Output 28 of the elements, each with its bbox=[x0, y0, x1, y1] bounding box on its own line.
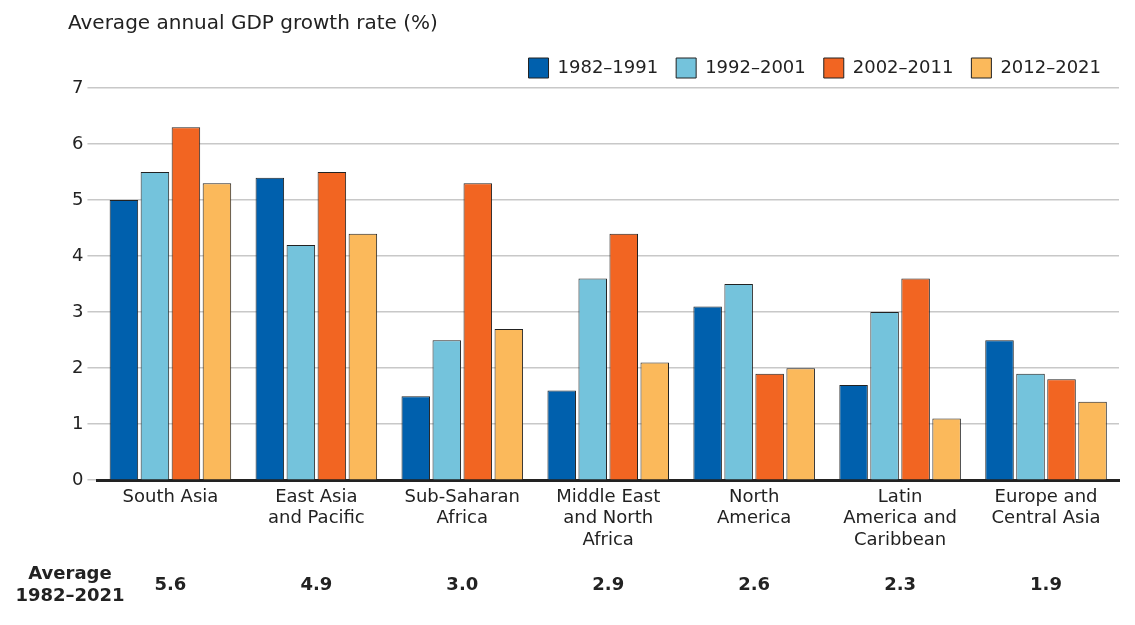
y-tick-label: 5 bbox=[72, 187, 84, 209]
legend-label: 2002–2011 bbox=[852, 55, 954, 77]
text: 4.9 bbox=[300, 572, 333, 594]
y-tick-label: 4 bbox=[72, 243, 84, 265]
x-tick-label: Sub-Saharan Africa bbox=[404, 484, 521, 528]
text: 1.9 bbox=[1030, 572, 1062, 594]
y-tick-label: 7 bbox=[72, 75, 84, 97]
y-tick-label: 6 bbox=[72, 131, 84, 153]
text: 3.0 bbox=[446, 572, 479, 594]
x-tick-label: East Asia and Pacific bbox=[267, 484, 365, 528]
y-tick-label: 1 bbox=[72, 411, 84, 433]
text: 2.9 bbox=[592, 572, 625, 594]
y-tick-label: 0 bbox=[72, 467, 84, 489]
x-tick-label: North America bbox=[717, 484, 792, 528]
legend-label: 1992–2001 bbox=[705, 55, 806, 77]
y-tick-label: 2 bbox=[72, 355, 84, 377]
x-tick-label: Latin America and Caribbean bbox=[843, 484, 958, 549]
x-tick-label: Europe and Central Asia bbox=[991, 484, 1101, 528]
text: 5.6 bbox=[154, 572, 187, 594]
legend-label: 1982–1991 bbox=[557, 55, 659, 77]
x-tick-label: South Asia bbox=[122, 484, 219, 506]
x-tick-label: Middle East and North Africa bbox=[556, 484, 661, 549]
legend-label: 2012–2021 bbox=[1000, 55, 1102, 77]
y-tick-label: 3 bbox=[72, 299, 84, 321]
text: 2.6 bbox=[738, 572, 771, 594]
chart-title: Average annual GDP growth rate (%) bbox=[68, 10, 438, 35]
text: 2.3 bbox=[884, 572, 917, 594]
text: Average 1982–2021 bbox=[15, 561, 125, 605]
